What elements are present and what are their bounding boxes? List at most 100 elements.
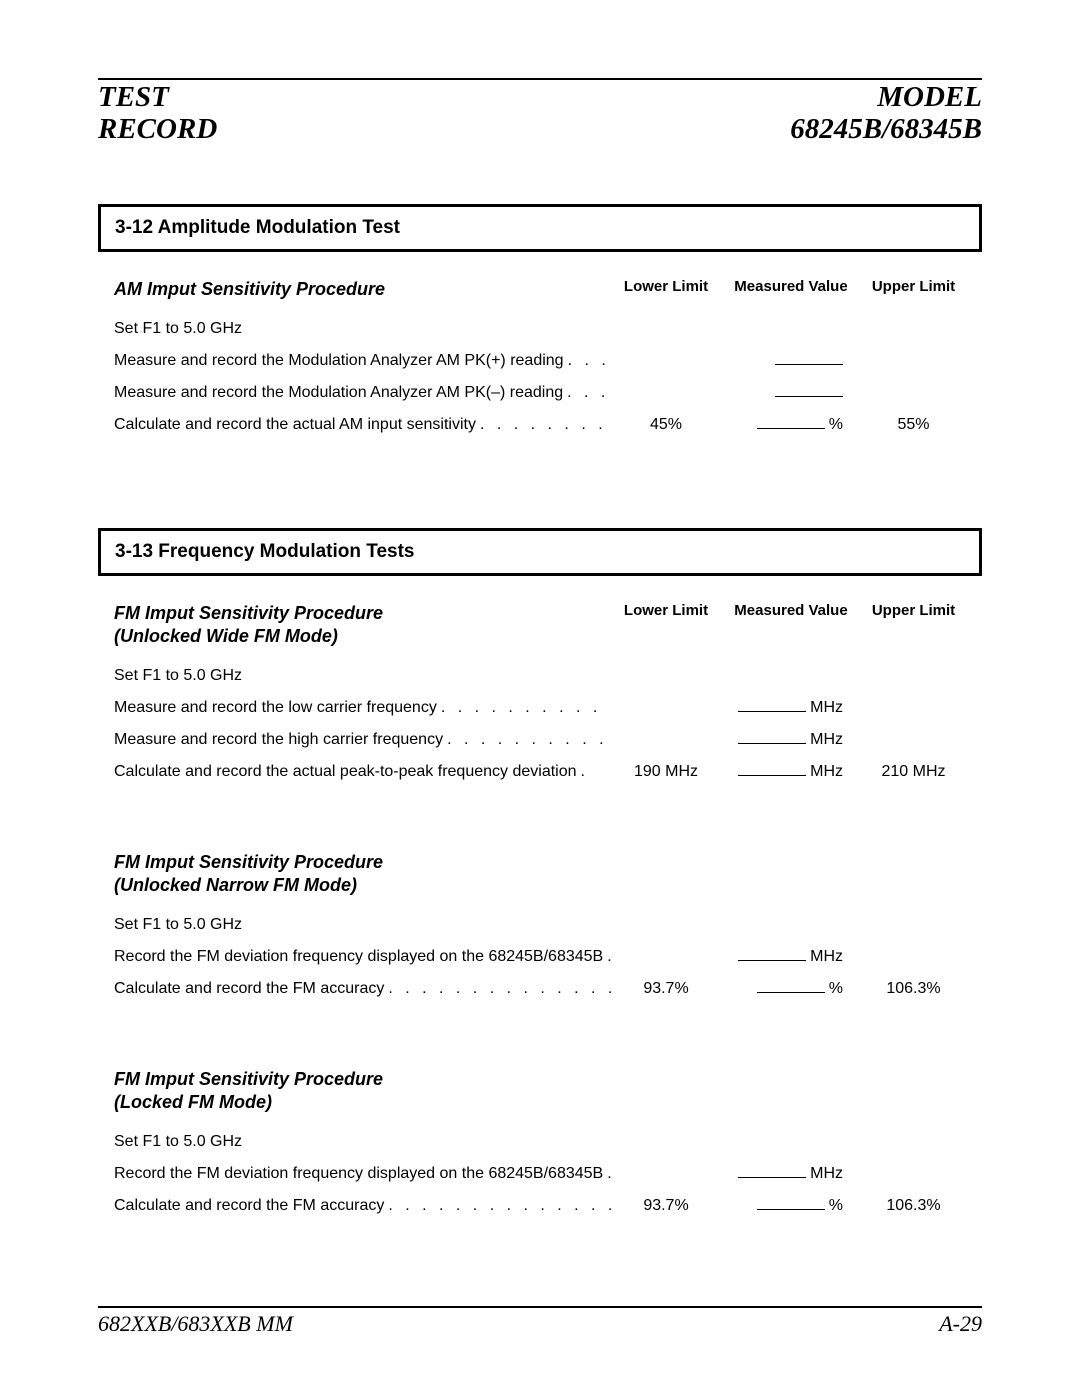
section2-procB: FM Imput Sensitivity Procedure (Unlocked… bbox=[98, 851, 982, 998]
row-label: Measure and record the high carrier freq… bbox=[114, 731, 443, 749]
unit: % bbox=[829, 416, 843, 433]
header-left-line1: TEST bbox=[98, 82, 217, 114]
proc-header-row: FM Imput Sensitivity Procedure (Unlocked… bbox=[114, 851, 966, 896]
row-dots: . . . . . . . . . . . . . . . . . . . . … bbox=[384, 980, 611, 998]
row-dots: . . . . . . . . . . . . . . . . . . . . … bbox=[443, 731, 611, 749]
row-dots: . . . . . . . . bbox=[603, 1165, 611, 1183]
row-set: Set F1 to 5.0 GHz bbox=[114, 320, 966, 338]
row-low-carrier: Measure and record the low carrier frequ… bbox=[114, 699, 966, 717]
blank-line bbox=[738, 1177, 806, 1178]
row-measured: MHz bbox=[721, 1165, 861, 1183]
proc-title: FM Imput Sensitivity Procedure (Unlocked… bbox=[114, 851, 383, 896]
header-rule bbox=[98, 78, 982, 80]
col-upper: Upper Limit bbox=[861, 602, 966, 619]
header-right: MODEL 68245B/68345B bbox=[790, 82, 982, 146]
blank-line bbox=[775, 396, 843, 397]
row-measured: MHz bbox=[721, 699, 861, 717]
blank-line bbox=[757, 428, 825, 429]
row-dots: . . . . . . . . . . bbox=[564, 352, 611, 370]
row-dots: . . . . . . . . . . . . . . . . . . . . … bbox=[384, 1197, 611, 1215]
row-dots: . . . . . . . . bbox=[603, 948, 611, 966]
row-lower: 190 MHz bbox=[611, 763, 721, 781]
row-measured: MHz bbox=[721, 948, 861, 966]
row-set: Set F1 to 5.0 GHz bbox=[114, 916, 966, 934]
row-upper: 106.3% bbox=[861, 980, 966, 998]
section2-procA: FM Imput Sensitivity Procedure (Unlocked… bbox=[98, 602, 982, 781]
row-label: Calculate and record the FM accuracy bbox=[114, 1197, 384, 1215]
blank-line bbox=[757, 1209, 825, 1210]
row-lower: 93.7% bbox=[611, 980, 721, 998]
row-label: Set F1 to 5.0 GHz bbox=[114, 1133, 242, 1151]
unit: MHz bbox=[810, 948, 843, 965]
unit: MHz bbox=[810, 1165, 843, 1182]
row-set: Set F1 to 5.0 GHz bbox=[114, 667, 966, 685]
proc-header-row: FM Imput Sensitivity Procedure (Locked F… bbox=[114, 1068, 966, 1113]
proc-title-l1: FM Imput Sensitivity Procedure bbox=[114, 1068, 383, 1091]
section1-title: 3-12 Amplitude Modulation Test bbox=[115, 217, 965, 239]
header-left-line2: RECORD bbox=[98, 114, 217, 146]
proc-title-l1: FM Imput Sensitivity Procedure bbox=[114, 602, 383, 625]
section1-proc: AM Imput Sensitivity Procedure Lower Lim… bbox=[98, 278, 982, 435]
row-set: Set F1 to 5.0 GHz bbox=[114, 1133, 966, 1151]
proc-title: FM Imput Sensitivity Procedure (Locked F… bbox=[114, 1068, 383, 1113]
header-right-line2: 68245B/68345B bbox=[790, 114, 982, 146]
row-pk-pk-deviation: Calculate and record the actual peak-to-… bbox=[114, 763, 966, 781]
col-measured: Measured Value bbox=[721, 278, 861, 295]
row-label: Measure and record the low carrier frequ… bbox=[114, 699, 437, 717]
unit: MHz bbox=[810, 699, 843, 716]
unit: MHz bbox=[810, 731, 843, 748]
row-label: Measure and record the Modulation Analyz… bbox=[114, 384, 563, 402]
blank-line bbox=[738, 775, 806, 776]
header-right-line1: MODEL bbox=[790, 82, 982, 114]
row-upper: 210 MHz bbox=[861, 763, 966, 781]
row-measured: MHz bbox=[721, 731, 861, 749]
section1-title-box: 3-12 Amplitude Modulation Test bbox=[98, 204, 982, 252]
proc-header-row: AM Imput Sensitivity Procedure Lower Lim… bbox=[114, 278, 966, 301]
proc-header-row: FM Imput Sensitivity Procedure (Unlocked… bbox=[114, 602, 966, 647]
row-label: Calculate and record the FM accuracy bbox=[114, 980, 384, 998]
proc-title-l2: (Locked FM Mode) bbox=[114, 1091, 383, 1114]
page-footer: 682XXB/683XXB MM A-29 bbox=[98, 1306, 982, 1337]
row-dots: . . . . . . . . . . bbox=[563, 384, 611, 402]
blank-line bbox=[738, 711, 806, 712]
row-label: Calculate and record the actual AM input… bbox=[114, 416, 476, 434]
header-left: TEST RECORD bbox=[98, 82, 217, 146]
footer-row: 682XXB/683XXB MM A-29 bbox=[98, 1311, 982, 1337]
blank-line bbox=[775, 364, 843, 365]
row-dots: . bbox=[577, 763, 611, 781]
footer-right: A-29 bbox=[939, 1311, 982, 1337]
row-measured: % bbox=[721, 1197, 861, 1215]
column-headers: Lower Limit Measured Value Upper Limit bbox=[611, 602, 966, 619]
row-label: Measure and record the Modulation Analyz… bbox=[114, 352, 564, 370]
page-header: TEST RECORD MODEL 68245B/68345B bbox=[98, 82, 982, 146]
column-headers: Lower Limit Measured Value Upper Limit bbox=[611, 278, 966, 295]
row-fm-deviation: Record the FM deviation frequency displa… bbox=[114, 1165, 966, 1183]
footer-left: 682XXB/683XXB MM bbox=[98, 1311, 293, 1337]
row-label: Set F1 to 5.0 GHz bbox=[114, 320, 242, 338]
col-measured: Measured Value bbox=[721, 602, 861, 619]
col-lower: Lower Limit bbox=[611, 602, 721, 619]
blank-line bbox=[757, 992, 825, 993]
proc-title-l2: (Unlocked Wide FM Mode) bbox=[114, 625, 383, 648]
row-dots: . . . . . . . . bbox=[476, 416, 611, 434]
proc-title-l1: FM Imput Sensitivity Procedure bbox=[114, 851, 383, 874]
row-label: Record the FM deviation frequency displa… bbox=[114, 948, 603, 966]
proc-title: FM Imput Sensitivity Procedure (Unlocked… bbox=[114, 602, 383, 647]
section2-procC: FM Imput Sensitivity Procedure (Locked F… bbox=[98, 1068, 982, 1215]
row-label: Set F1 to 5.0 GHz bbox=[114, 916, 242, 934]
unit: MHz bbox=[810, 763, 843, 780]
row-upper: 106.3% bbox=[861, 1197, 966, 1215]
row-lower: 93.7% bbox=[611, 1197, 721, 1215]
row-measured: % bbox=[721, 980, 861, 998]
row-high-carrier: Measure and record the high carrier freq… bbox=[114, 731, 966, 749]
col-lower: Lower Limit bbox=[611, 278, 721, 295]
section2-title: 3-13 Frequency Modulation Tests bbox=[115, 541, 965, 563]
row-measured: MHz bbox=[721, 763, 861, 781]
row-fm-accuracy: Calculate and record the FM accuracy . .… bbox=[114, 1197, 966, 1215]
unit: % bbox=[829, 980, 843, 997]
row-ampk-plus: Measure and record the Modulation Analyz… bbox=[114, 352, 966, 370]
row-measured bbox=[721, 384, 861, 402]
footer-rule bbox=[98, 1306, 982, 1308]
row-upper: 55% bbox=[861, 416, 966, 434]
row-label: Record the FM deviation frequency displa… bbox=[114, 1165, 603, 1183]
